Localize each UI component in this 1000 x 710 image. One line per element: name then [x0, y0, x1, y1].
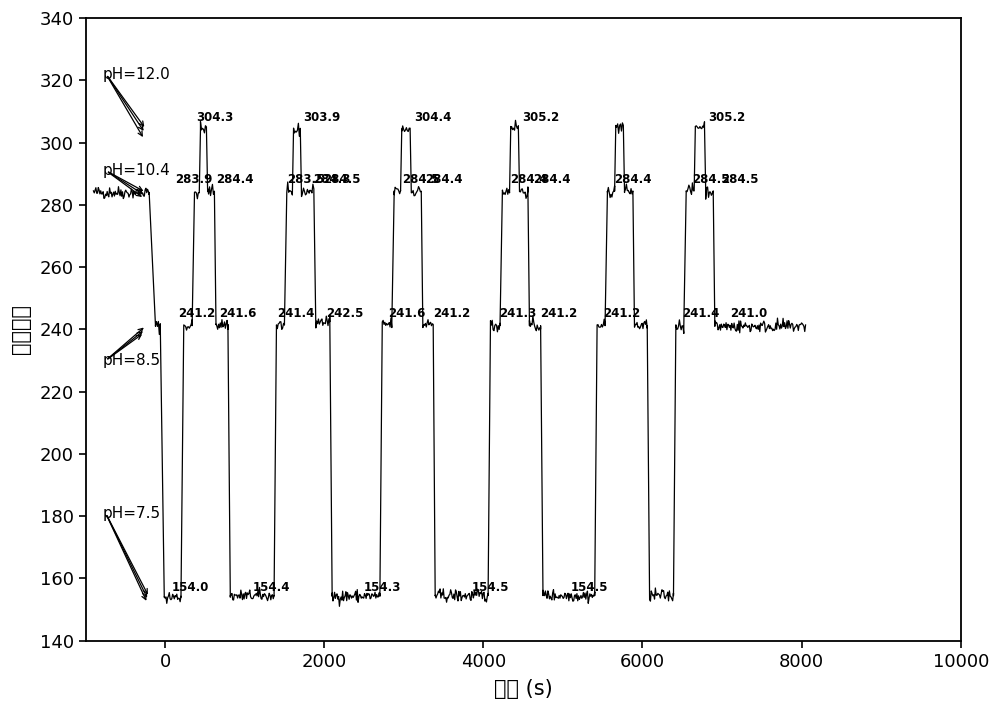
- Text: 284.4: 284.4: [216, 173, 253, 186]
- Text: 284.4: 284.4: [425, 173, 463, 186]
- Text: 283.9: 283.9: [175, 173, 213, 186]
- Text: 242.5: 242.5: [327, 307, 364, 320]
- Text: 241.2: 241.2: [178, 307, 215, 320]
- Text: 241.6: 241.6: [219, 307, 257, 320]
- Text: 304.4: 304.4: [414, 111, 451, 124]
- Text: 304.3: 304.3: [196, 111, 234, 124]
- Text: 241.4: 241.4: [682, 307, 720, 320]
- Text: pH=7.5: pH=7.5: [103, 506, 161, 520]
- Text: pH=12.0: pH=12.0: [103, 67, 171, 82]
- Text: 284.5: 284.5: [721, 173, 759, 186]
- Text: 284.3: 284.3: [313, 173, 350, 186]
- Text: pH=10.4: pH=10.4: [103, 163, 171, 178]
- Text: 154.5: 154.5: [471, 581, 509, 594]
- Y-axis label: 荧光强度: 荧光强度: [11, 305, 31, 354]
- Text: 241.0: 241.0: [730, 307, 767, 320]
- Text: 284.5: 284.5: [402, 173, 440, 186]
- Text: 284.4: 284.4: [510, 173, 548, 186]
- Text: 154.3: 154.3: [364, 581, 401, 594]
- Text: 305.2: 305.2: [708, 111, 746, 124]
- Text: 241.2: 241.2: [433, 307, 470, 320]
- Text: 154.0: 154.0: [171, 581, 209, 594]
- X-axis label: 时间 (s): 时间 (s): [494, 679, 552, 699]
- Text: 241.3: 241.3: [499, 307, 536, 320]
- Text: 284.5: 284.5: [323, 173, 361, 186]
- Text: 303.9: 303.9: [303, 111, 340, 124]
- Text: 241.2: 241.2: [603, 307, 640, 320]
- Text: 284.4: 284.4: [614, 173, 651, 186]
- Text: 283.5: 283.5: [288, 173, 325, 186]
- Text: 241.4: 241.4: [277, 307, 315, 320]
- Text: 154.4: 154.4: [253, 581, 290, 594]
- Text: 284.4: 284.4: [533, 173, 571, 186]
- Text: 241.2: 241.2: [541, 307, 578, 320]
- Text: 154.5: 154.5: [571, 581, 608, 594]
- Text: 241.6: 241.6: [388, 307, 425, 320]
- Text: pH=8.5: pH=8.5: [103, 353, 161, 368]
- Text: 305.2: 305.2: [522, 111, 560, 124]
- Text: 284.5: 284.5: [693, 173, 730, 186]
